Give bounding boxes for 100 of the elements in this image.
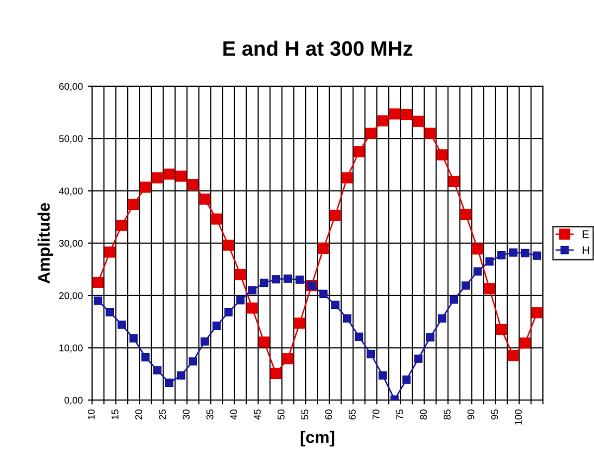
point: [187, 179, 198, 190]
point: [118, 320, 126, 329]
point: [106, 308, 114, 316]
point: [424, 128, 436, 139]
point: [485, 257, 494, 266]
point: [94, 296, 102, 305]
point: [188, 357, 198, 366]
point: [342, 314, 352, 323]
point: [153, 366, 162, 374]
y-tick-label: 20,00: [59, 292, 83, 300]
point: [236, 296, 245, 304]
point: [211, 214, 222, 225]
x-tick-label: 90: [467, 409, 474, 420]
point: [258, 336, 270, 348]
point: [377, 115, 388, 126]
x-tick-label: 95: [491, 409, 498, 420]
point: [342, 172, 353, 184]
point: [176, 371, 186, 380]
point: [472, 243, 484, 254]
point: [414, 354, 423, 363]
x-tick-label: 40: [230, 409, 238, 420]
y-tick-label: 10,00: [59, 344, 83, 353]
x-tick-label: 85: [444, 409, 451, 420]
x-tick-label: 45: [254, 409, 261, 420]
point: [128, 198, 140, 210]
point: [426, 333, 434, 342]
y-tick-label: 0,00: [64, 396, 83, 405]
y-tick-label: 40,00: [58, 188, 83, 196]
point: [284, 274, 292, 283]
point: [484, 283, 496, 294]
point: [141, 353, 150, 362]
x-tick-label: 70: [372, 409, 380, 420]
point: [294, 318, 306, 329]
point: [92, 276, 104, 288]
point: [436, 149, 448, 160]
point: [509, 248, 518, 257]
legend-label: E: [582, 230, 589, 238]
point: [246, 302, 258, 314]
x-tick-label: 60: [325, 409, 332, 420]
point: [330, 210, 341, 221]
point: [402, 375, 411, 384]
x-tick-label: 75: [396, 409, 404, 420]
point: [318, 242, 329, 254]
point: [389, 108, 400, 120]
point: [104, 246, 116, 258]
point: [378, 371, 387, 380]
point: [224, 308, 233, 316]
point: [531, 307, 543, 318]
point: [200, 337, 209, 346]
x-tick-label: 15: [112, 409, 118, 420]
x-tick-label: 100: [514, 409, 522, 425]
point: [164, 168, 175, 180]
chart-title: E and H at 300 MHz: [223, 40, 412, 56]
point: [460, 208, 472, 220]
point: [508, 350, 519, 362]
point: [282, 353, 294, 364]
point: [520, 337, 531, 349]
legend-label: H: [582, 246, 589, 254]
point: [532, 252, 542, 260]
point: [366, 350, 376, 358]
point: [199, 194, 210, 205]
point: [353, 146, 365, 158]
point: [260, 278, 268, 288]
x-tick-label: 10: [88, 409, 95, 420]
point: [412, 116, 424, 127]
point: [234, 268, 246, 280]
x-tick-label: 25: [158, 409, 166, 420]
point: [520, 248, 530, 258]
point: [354, 332, 364, 341]
point: [331, 300, 340, 310]
point: [473, 267, 482, 276]
point: [175, 170, 187, 182]
point: [450, 295, 458, 304]
point: [462, 281, 470, 290]
y-tick-label: 50,00: [59, 135, 83, 144]
x-axis-title: [cm]: [300, 430, 334, 446]
x-tick-label: 80: [420, 409, 427, 420]
point: [496, 324, 507, 336]
x-tick-label: 50: [278, 409, 285, 420]
point: [212, 322, 221, 330]
point: [438, 314, 446, 323]
x-tick-label: 30: [182, 409, 190, 420]
x-tick-label: 35: [206, 409, 214, 420]
point: [497, 251, 506, 260]
y-axis-title: Amplitude: [38, 202, 54, 284]
y-tick-label: 60,00: [59, 83, 83, 92]
point: [400, 108, 412, 120]
point: [270, 368, 282, 379]
y-tick-label: 30,00: [59, 240, 83, 248]
point: [222, 240, 234, 251]
point: [448, 176, 460, 188]
point: [319, 290, 328, 298]
point: [165, 378, 174, 387]
point: [129, 334, 138, 343]
point: [152, 172, 163, 184]
point: [296, 276, 304, 284]
x-tick-label: 65: [348, 409, 356, 420]
point: [116, 220, 128, 231]
x-tick-label: 20: [135, 409, 142, 420]
point: [140, 182, 152, 193]
